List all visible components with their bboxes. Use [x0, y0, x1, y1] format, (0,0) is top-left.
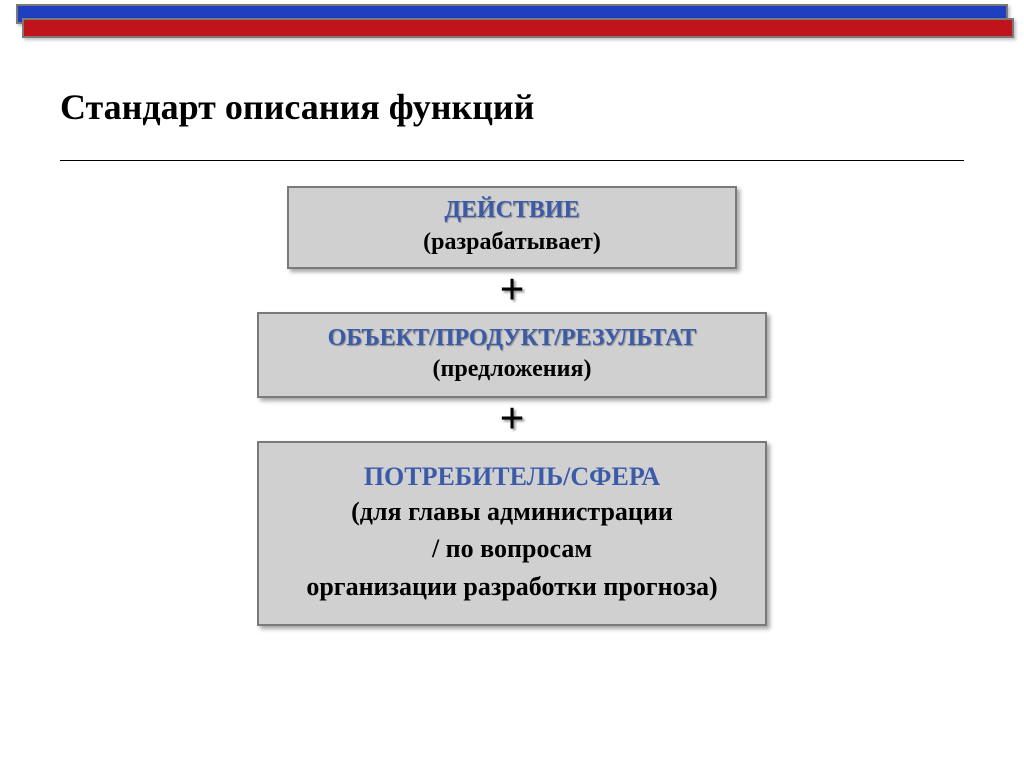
box-consumer-line-1: (для главы администрации [283, 494, 741, 529]
plus-icon-2: + [499, 404, 524, 435]
box-action-title: ДЕЙСТВИЕ [299, 196, 725, 225]
box-action-sub: (разрабатывает) [299, 227, 725, 257]
box-consumer: ПОТРЕБИТЕЛЬ/СФЕРА (для главы администрац… [257, 441, 767, 625]
box-consumer-title: ПОТРЕБИТЕЛЬ/СФЕРА [283, 461, 741, 492]
box-action: ДЕЙСТВИЕ (разрабатывает) [287, 186, 737, 269]
plus-icon-1: + [499, 275, 524, 306]
page-title: Стандарт описания функций [60, 86, 534, 128]
header-bars [16, 4, 1008, 38]
box-consumer-line-2: / по вопросам [283, 531, 741, 566]
box-consumer-line-3: организации разработки прогноза) [283, 569, 741, 604]
box-object: ОБЪЕКТ/ПРОДУКТ/РЕЗУЛЬТАТ (предложения) [257, 312, 767, 399]
title-underline [60, 160, 964, 161]
box-object-title: ОБЪЕКТ/ПРОДУКТ/РЕЗУЛЬТАТ [269, 324, 755, 353]
box-object-sub: (предложения) [269, 354, 755, 384]
diagram-column: ДЕЙСТВИЕ (разрабатывает) + ОБЪЕКТ/ПРОДУК… [0, 186, 1024, 626]
top-bar-red [22, 18, 1014, 38]
